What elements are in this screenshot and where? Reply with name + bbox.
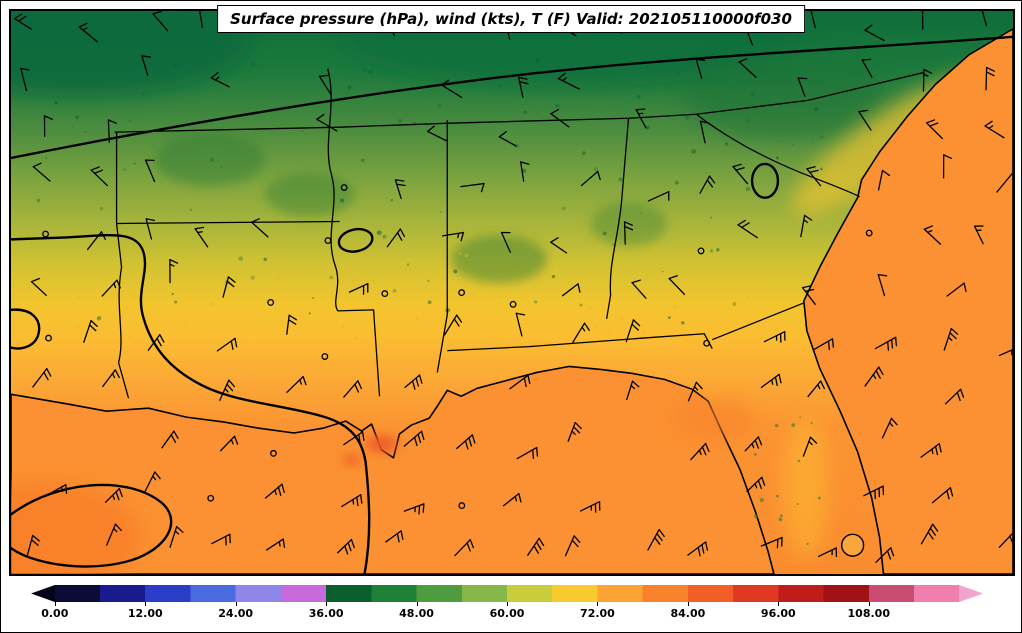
- colorbar-tick-label: 84.00: [670, 607, 706, 620]
- atlantic-ocean-water: [803, 28, 1013, 574]
- lake-okeechobee: [840, 533, 865, 557]
- warm-temperature-patches: [11, 398, 828, 574]
- pressure-contours: [11, 35, 1013, 574]
- colorbar-tick-labels: 0.00 12.00 24.00 36.00 48.00 60.00 72.00 84.00 9…: [31, 602, 983, 626]
- colorbar: [31, 585, 983, 602]
- colorbar-tick-label: 72.00: [580, 607, 615, 620]
- vegetation-speckles: [36, 58, 824, 546]
- map-title-box: Surface pressure (hPa), wind (kts), T (F…: [217, 5, 805, 33]
- colorbar-tick: [235, 602, 237, 606]
- colorbar-tick-label: 36.00: [308, 607, 344, 620]
- colorbar-tick-label: 12.00: [127, 607, 163, 620]
- colorbar-tick: [416, 602, 418, 606]
- colorbar-tick-label: 60.00: [489, 607, 525, 620]
- colorbar-tick-label: 24.00: [218, 607, 254, 620]
- state-borders: [114, 68, 924, 399]
- colorbar-tick-label: 48.00: [399, 607, 434, 620]
- colorbar-tick: [597, 602, 599, 606]
- colorbar-tick-label: 96.00: [760, 607, 796, 620]
- colorbar-tick: [868, 602, 870, 606]
- colorbar-tick: [687, 602, 689, 606]
- map-title: Surface pressure (hPa), wind (kts), T (F…: [230, 10, 792, 28]
- colorbar-gradient: [31, 585, 983, 602]
- colorbar-tick: [778, 602, 780, 606]
- colorbar-tick-label: 108.00: [847, 607, 890, 620]
- colorbar-tick: [145, 602, 147, 606]
- colorbar-tick: [54, 602, 56, 606]
- gulf-of-mexico-water: [11, 365, 775, 574]
- colorbar-tick: [326, 602, 328, 606]
- map-canvas: [11, 11, 1013, 574]
- colorbar-tick: [507, 602, 508, 606]
- map-axes: [9, 9, 1015, 576]
- colorbar-tick-label: 0.00: [41, 607, 69, 620]
